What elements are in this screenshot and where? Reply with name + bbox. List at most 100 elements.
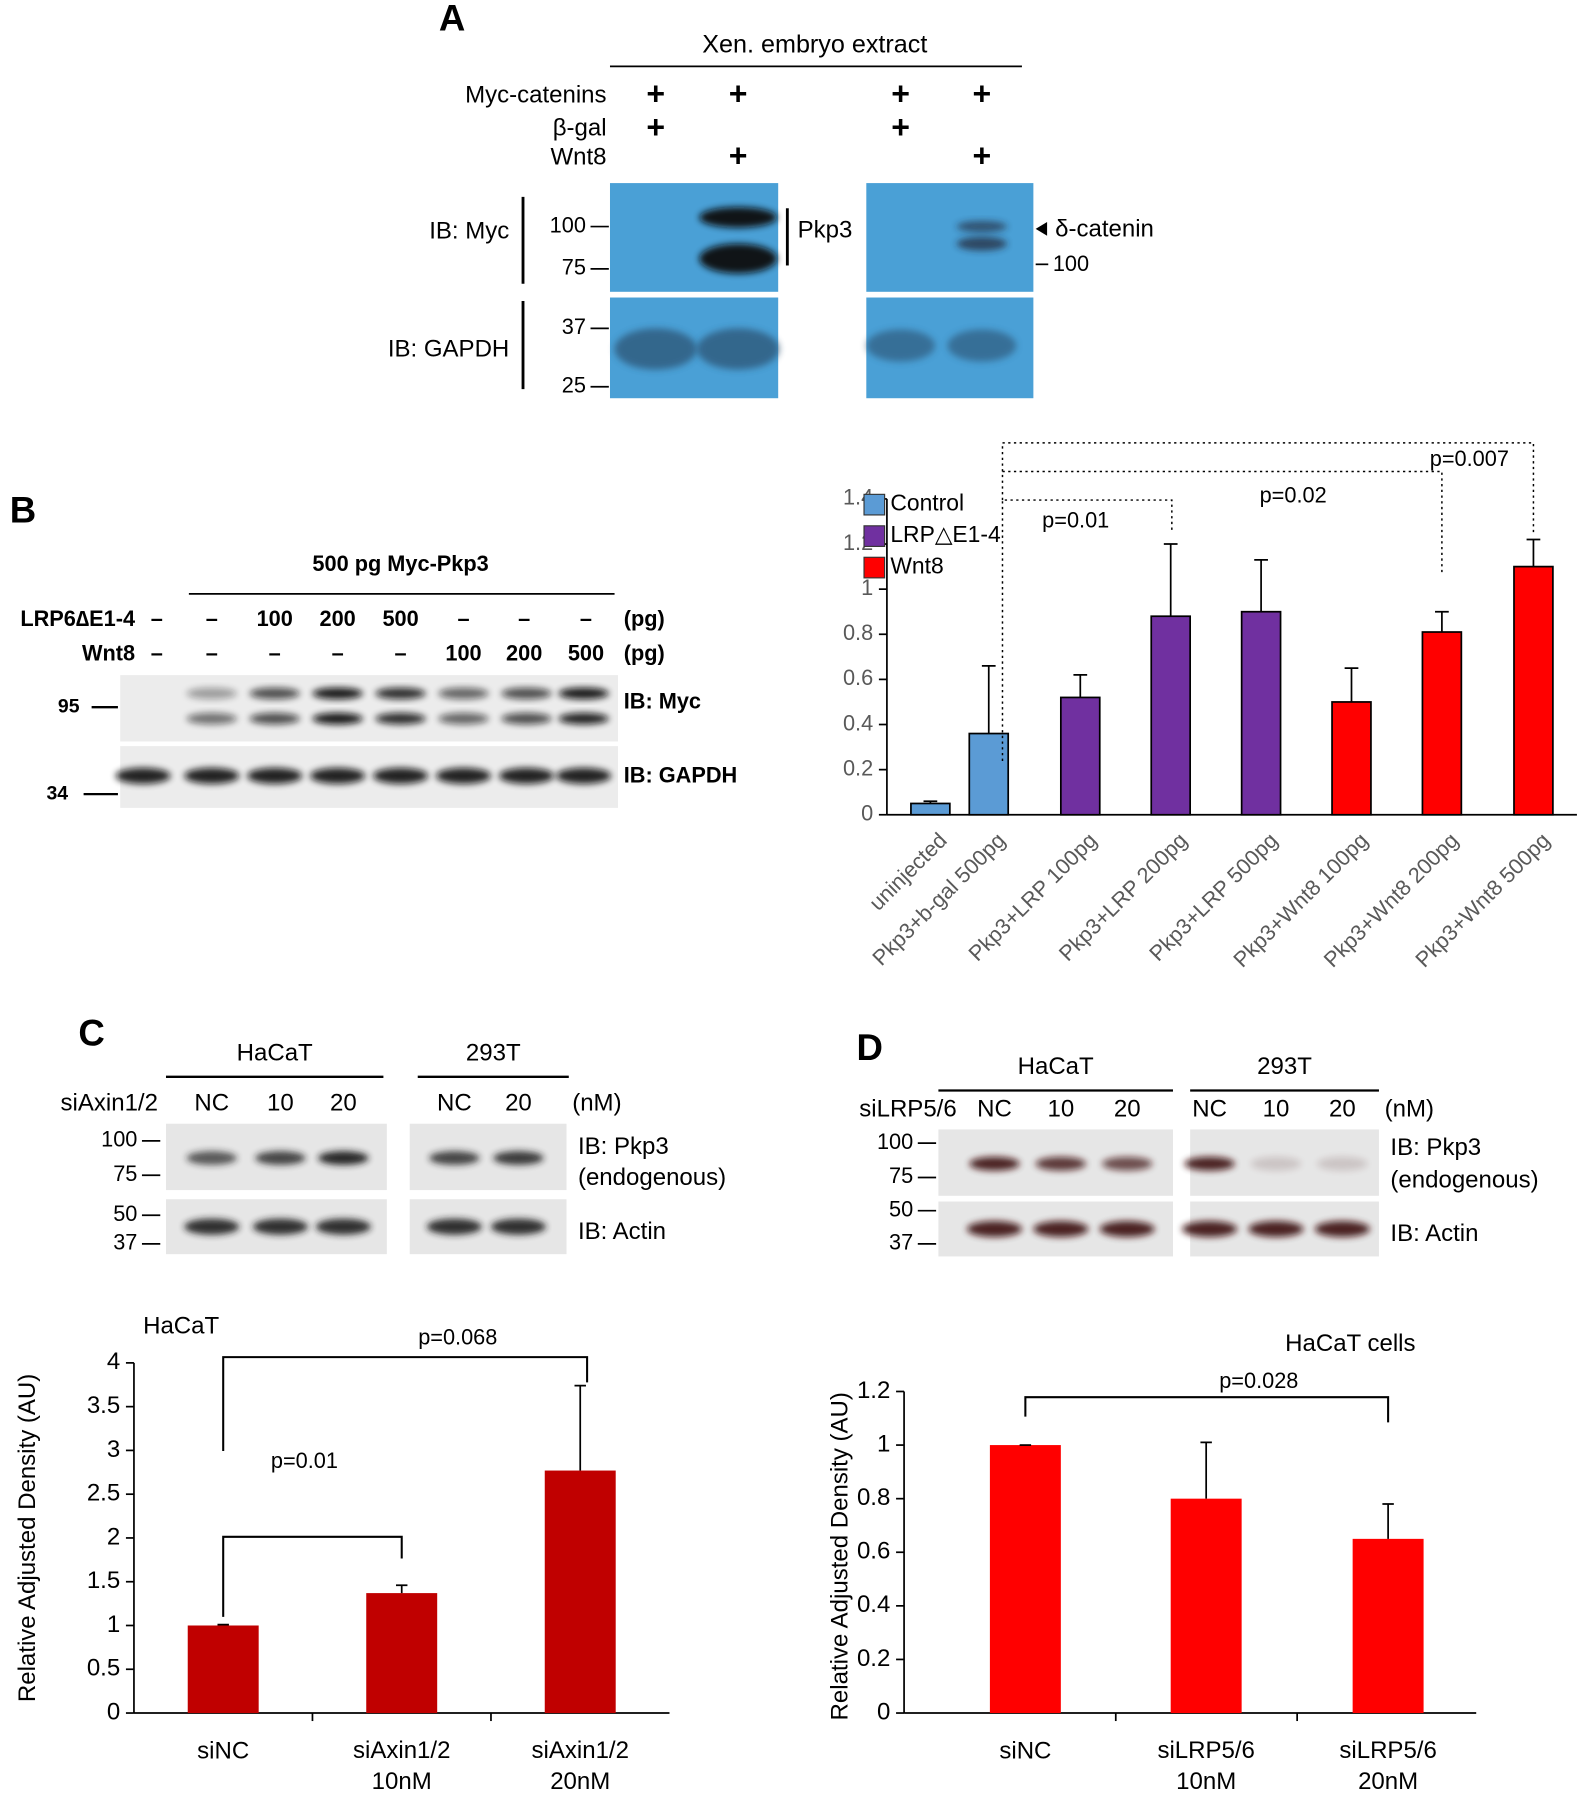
bar <box>366 1593 438 1714</box>
band <box>426 1218 482 1235</box>
error-bar <box>1435 610 1449 633</box>
lane-mark: – <box>395 640 407 665</box>
band <box>186 712 237 725</box>
error-bar <box>1073 674 1088 698</box>
label: Myc-catenins <box>465 81 606 108</box>
bracket <box>1001 470 1443 576</box>
band <box>1102 1156 1153 1171</box>
lane-mark: + <box>973 137 992 173</box>
p-value: p=0.028 <box>1219 1368 1298 1393</box>
band <box>696 328 780 370</box>
lane-mark: + <box>729 137 748 173</box>
y-tick-label: 0.2 <box>843 755 873 780</box>
bar <box>1150 615 1192 816</box>
bar <box>910 802 951 816</box>
label: IB: Actin <box>1390 1220 1478 1247</box>
y-tick-label: 0.5 <box>87 1655 120 1682</box>
y-tick-label: 2.5 <box>87 1480 120 1507</box>
x-tick-label: siAxin1/2 10nM <box>353 1737 450 1795</box>
y-tick-label: 1.5 <box>87 1567 120 1594</box>
legend-swatch <box>863 493 886 516</box>
bar <box>1421 631 1463 816</box>
band <box>438 687 489 700</box>
label: β-gal <box>553 115 607 142</box>
band <box>956 236 1008 251</box>
band <box>1317 1156 1368 1171</box>
bar <box>1240 610 1282 816</box>
band <box>558 712 609 725</box>
label: (pg) <box>624 640 665 665</box>
error-bar <box>981 664 996 734</box>
lane-mark: 500 <box>568 640 604 665</box>
lane-mark: 100 <box>445 640 481 665</box>
y-axis-label: Relative Adjusted Density (AU) <box>826 1392 853 1720</box>
lane-mark: – <box>206 640 218 665</box>
label: 95 <box>58 695 80 717</box>
label: IB: GAPDH <box>624 763 738 788</box>
y-tick-label: 0.6 <box>843 665 873 690</box>
label: 293T <box>466 1039 521 1066</box>
bracket <box>1001 499 1173 761</box>
y-tick-label: 2 <box>107 1523 120 1550</box>
bar <box>1352 1538 1424 1714</box>
label: 50 <box>113 1201 137 1226</box>
label: siLRP5/6 <box>859 1095 956 1122</box>
label: 100 <box>877 1129 913 1154</box>
error-bar <box>1526 538 1541 567</box>
label: NC <box>1192 1095 1227 1122</box>
label: 75 <box>562 255 586 280</box>
blot <box>609 183 779 292</box>
band <box>375 712 426 725</box>
label: IB: Actin <box>578 1218 666 1245</box>
y-tick-label: 0.8 <box>857 1484 890 1511</box>
band <box>967 1220 1022 1237</box>
error-bar <box>1200 1441 1212 1499</box>
label: 100 <box>101 1127 137 1152</box>
bracket <box>1024 1396 1390 1423</box>
band <box>1184 1156 1235 1171</box>
band <box>866 329 935 362</box>
band <box>556 767 612 784</box>
lane-mark: 200 <box>506 640 542 665</box>
band <box>1248 1220 1304 1237</box>
band <box>498 767 554 784</box>
band <box>375 687 426 700</box>
error-bar <box>395 1584 408 1594</box>
label: HaCaT <box>1018 1053 1094 1080</box>
label: (endogenous) <box>1390 1166 1538 1193</box>
label: 10 <box>267 1090 294 1117</box>
band <box>699 207 778 228</box>
label: IB: Pkp3 <box>1390 1134 1481 1161</box>
band <box>429 1151 480 1165</box>
label: Xen. embryo extract <box>702 30 927 58</box>
label: NC <box>977 1095 1012 1122</box>
bracket <box>1001 442 1535 533</box>
label: Wnt8 <box>82 640 135 665</box>
label: IB: GAPDH <box>388 336 509 363</box>
lane-mark: + <box>646 76 665 112</box>
lane-mark: + <box>973 76 992 112</box>
y-tick-label: 0 <box>877 1698 890 1725</box>
band <box>252 1218 308 1235</box>
y-tick-label: 1 <box>861 575 873 600</box>
band <box>436 767 491 784</box>
band <box>501 687 552 700</box>
band <box>956 220 1008 233</box>
label: IB: Myc <box>624 688 701 713</box>
p-value: p=0.068 <box>418 1325 497 1350</box>
band <box>1099 1220 1155 1237</box>
bar <box>187 1625 259 1714</box>
y-tick-label: 0.4 <box>843 710 873 735</box>
label: IB: Pkp3 <box>578 1133 669 1160</box>
lane-mark: + <box>646 109 665 145</box>
band <box>249 712 300 725</box>
y-tick-label: 3.5 <box>87 1392 120 1419</box>
band <box>1033 1220 1089 1237</box>
label: 10 <box>1263 1095 1290 1122</box>
error-bar <box>1254 558 1268 612</box>
label: 37 <box>562 314 586 339</box>
lane-mark: – <box>332 640 344 665</box>
panel-label: B <box>10 489 36 530</box>
